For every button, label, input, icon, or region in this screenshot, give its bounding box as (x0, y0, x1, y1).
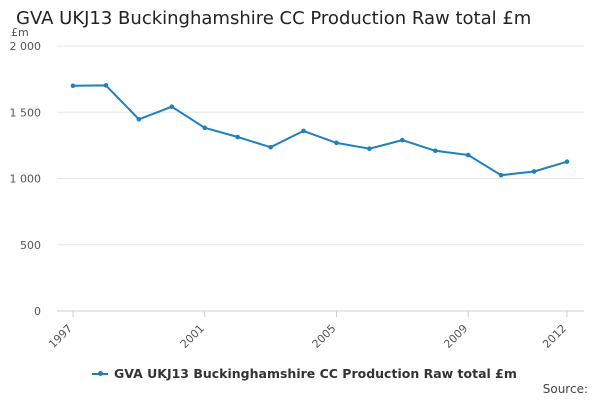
x-tick-label: 1997 (46, 322, 75, 351)
data-point[interactable] (70, 83, 76, 89)
data-point[interactable] (169, 104, 175, 109)
legend-swatch (92, 370, 108, 376)
y-tick-label: 2 000 (10, 40, 42, 53)
legend-label: GVA UKJ13 Buckinghamshire CC Production … (114, 366, 517, 381)
x-tick-label: 2009 (441, 322, 470, 351)
y-axis-unit: £m (11, 26, 29, 39)
data-point[interactable] (334, 140, 339, 146)
legend: GVA UKJ13 Buckinghamshire CC Production … (92, 366, 517, 381)
y-tick-label: 0 (34, 305, 41, 318)
data-point[interactable] (432, 148, 438, 154)
chart-title: GVA UKJ13 Buckinghamshire CC Production … (16, 8, 532, 29)
y-tick-label: 1 000 (10, 173, 42, 186)
data-point[interactable] (465, 152, 471, 158)
data-point[interactable] (367, 146, 372, 151)
x-tick-label: 2012 (540, 322, 569, 351)
y-tick-label: 500 (20, 239, 41, 252)
x-tick-label: 2005 (310, 322, 339, 351)
data-point[interactable] (498, 172, 504, 178)
data-point[interactable] (136, 116, 142, 122)
data-point[interactable] (235, 134, 240, 140)
data-point[interactable] (202, 125, 208, 131)
y-tick-label: 1 500 (10, 106, 42, 119)
data-point[interactable] (564, 159, 570, 164)
data-point[interactable] (301, 128, 306, 134)
series-line (72, 84, 568, 177)
x-tick-label: 2001 (178, 322, 207, 351)
source-note: Source: (542, 382, 588, 396)
data-point[interactable] (400, 137, 405, 143)
data-point[interactable] (531, 169, 537, 174)
data-point[interactable] (103, 83, 109, 88)
data-point[interactable] (268, 144, 273, 150)
